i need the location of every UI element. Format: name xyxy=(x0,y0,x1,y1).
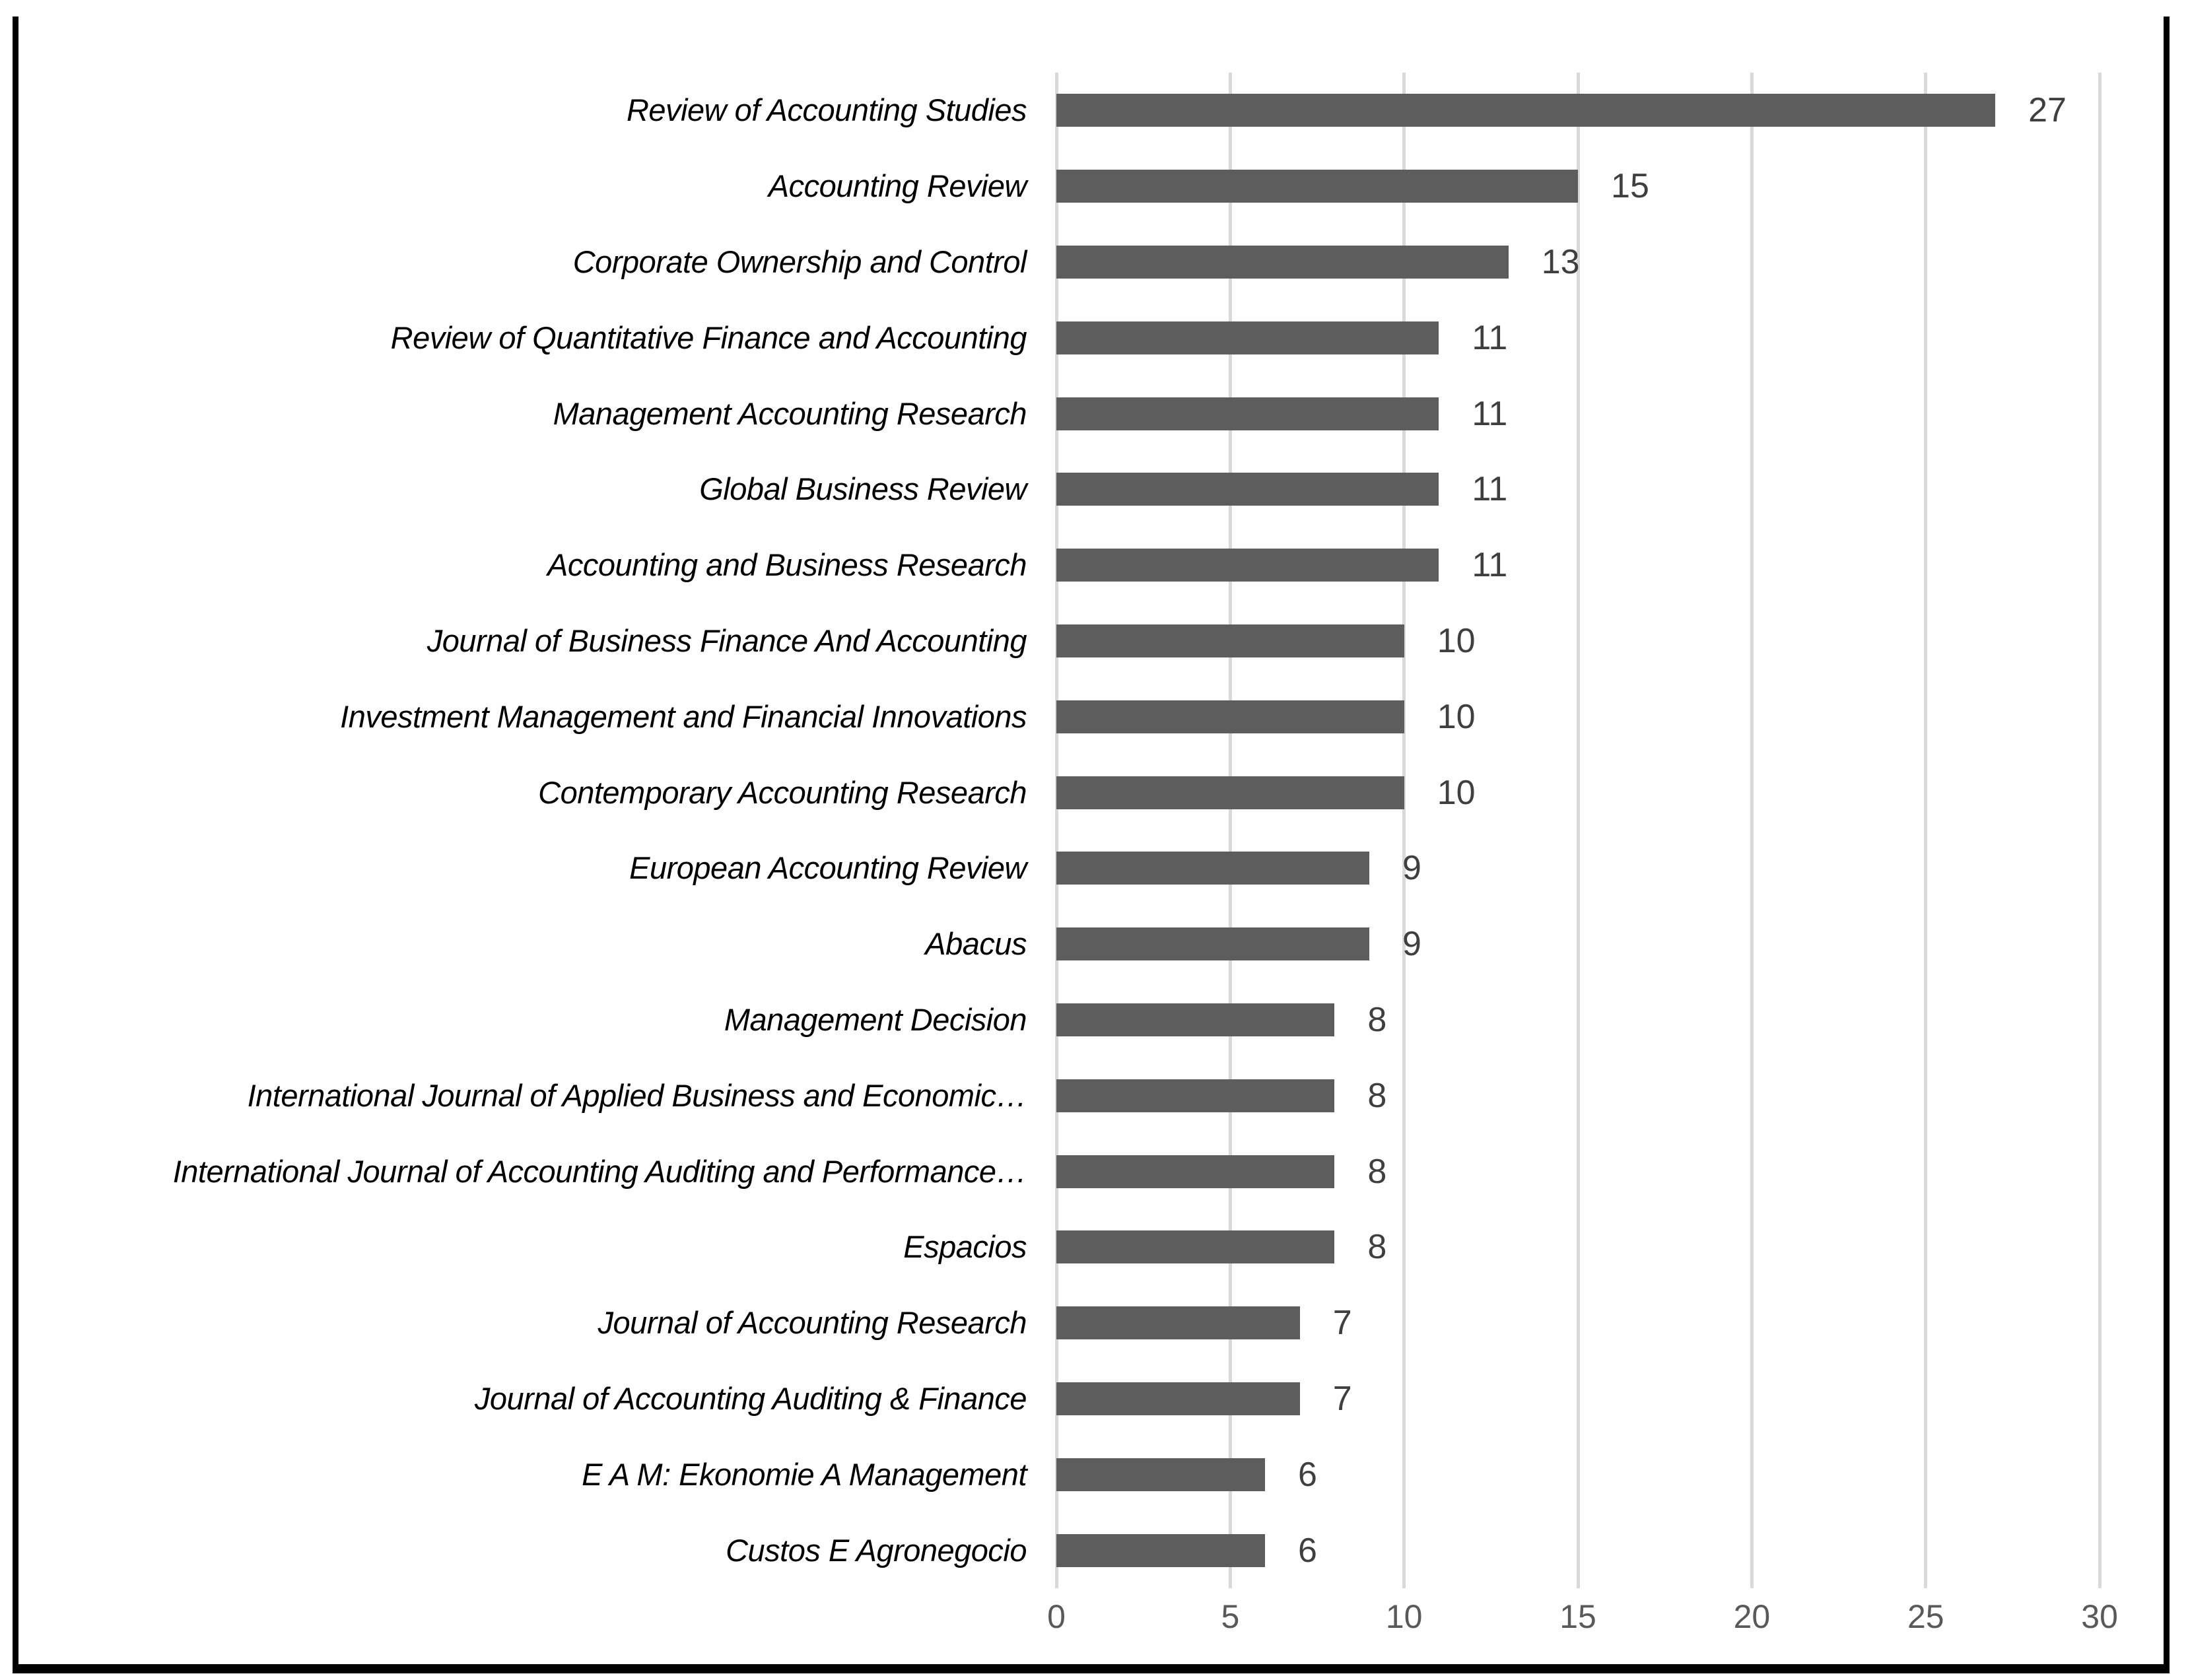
bar-value-label: 27 xyxy=(2028,91,2067,130)
x-axis-tick-label: 15 xyxy=(1559,1598,1596,1635)
category-label: Custos E Agronegocio xyxy=(726,1532,1027,1568)
category-label: Investment Management and Financial Inno… xyxy=(340,698,1027,734)
category-label: International Journal of Accounting Audi… xyxy=(172,1153,1027,1189)
category-label: Journal of Accounting Research xyxy=(598,1305,1027,1341)
gridline-x-0 xyxy=(1054,73,1058,1588)
bar-value-label: 9 xyxy=(1402,925,1421,964)
category-label: Espacios xyxy=(903,1229,1027,1265)
bar-value-label: 8 xyxy=(1367,1001,1387,1039)
x-axis-tick-label: 0 xyxy=(1047,1598,1066,1635)
category-label: E A M: Ekonomie A Management xyxy=(582,1456,1027,1492)
bar-value-label: 6 xyxy=(1298,1455,1317,1494)
gridline-x-5 xyxy=(1228,73,1232,1588)
category-label: Contemporary Accounting Research xyxy=(538,774,1027,810)
x-axis-tick-label: 10 xyxy=(1385,1598,1423,1635)
category-label: Journal of Business Finance And Accounti… xyxy=(427,623,1027,658)
category-label: European Accounting Review xyxy=(629,850,1027,886)
bar xyxy=(1056,1306,1300,1340)
category-label: Abacus xyxy=(925,926,1027,962)
bar-value-label: 15 xyxy=(1611,167,1649,206)
x-axis-tick-label: 5 xyxy=(1221,1598,1240,1635)
bar-value-label: 10 xyxy=(1437,773,1476,812)
bar xyxy=(1056,1003,1335,1036)
category-label: Accounting and Business Research xyxy=(547,547,1027,583)
x-axis-tick-label: 25 xyxy=(1907,1598,1944,1635)
bar xyxy=(1056,1230,1335,1264)
bar-value-label: 6 xyxy=(1298,1531,1317,1570)
category-label: Accounting Review xyxy=(768,168,1027,204)
category-label: International Journal of Applied Busines… xyxy=(247,1077,1027,1113)
x-axis-tick-label: 20 xyxy=(1733,1598,1771,1635)
bar xyxy=(1056,397,1439,430)
category-label: Journal of Accounting Auditing & Finance xyxy=(474,1381,1027,1416)
gridline-x-20 xyxy=(1750,73,1754,1588)
gridline-x-25 xyxy=(1924,73,1928,1588)
bar-value-label: 7 xyxy=(1332,1304,1352,1343)
bar xyxy=(1056,1533,1266,1567)
bar-value-label: 11 xyxy=(1472,318,1508,357)
category-label: Global Business Review xyxy=(699,471,1027,507)
bar xyxy=(1056,473,1439,506)
bar-value-label: 10 xyxy=(1437,622,1476,660)
bar xyxy=(1056,1458,1266,1491)
gridline-x-15 xyxy=(1576,73,1580,1588)
bar xyxy=(1056,1155,1335,1188)
category-label: Review of Accounting Studies xyxy=(626,92,1027,128)
category-label: Management Accounting Research xyxy=(553,395,1027,431)
bar xyxy=(1056,776,1404,809)
bar-value-label: 8 xyxy=(1367,1076,1387,1115)
x-axis-tick-label: 30 xyxy=(2081,1598,2118,1635)
bar xyxy=(1056,246,1509,279)
bar xyxy=(1056,94,1996,127)
gridline-x-30 xyxy=(2098,73,2102,1588)
bar-value-label: 13 xyxy=(1541,243,1580,281)
bar-value-label: 8 xyxy=(1367,1228,1387,1267)
bar xyxy=(1056,700,1404,733)
bar xyxy=(1056,549,1439,582)
bar-value-label: 8 xyxy=(1367,1152,1387,1191)
bar-value-label: 11 xyxy=(1472,546,1508,585)
bar-value-label: 9 xyxy=(1402,849,1421,888)
bar-value-label: 10 xyxy=(1437,697,1476,736)
gridline-x-10 xyxy=(1402,73,1406,1588)
bar-value-label: 7 xyxy=(1332,1380,1352,1418)
category-label: Review of Quantitative Finance and Accou… xyxy=(390,319,1027,355)
category-label: Management Decision xyxy=(724,1002,1027,1037)
category-label: Corporate Ownership and Control xyxy=(572,244,1027,279)
chart-frame-border xyxy=(13,17,2170,1673)
bar xyxy=(1056,1382,1300,1415)
bar xyxy=(1056,170,1579,203)
bar-value-label: 11 xyxy=(1472,470,1508,509)
bar xyxy=(1056,1079,1335,1112)
bar xyxy=(1056,852,1370,885)
bar-value-label: 11 xyxy=(1472,394,1508,433)
bar xyxy=(1056,927,1370,961)
bar xyxy=(1056,624,1404,657)
bar xyxy=(1056,321,1439,354)
